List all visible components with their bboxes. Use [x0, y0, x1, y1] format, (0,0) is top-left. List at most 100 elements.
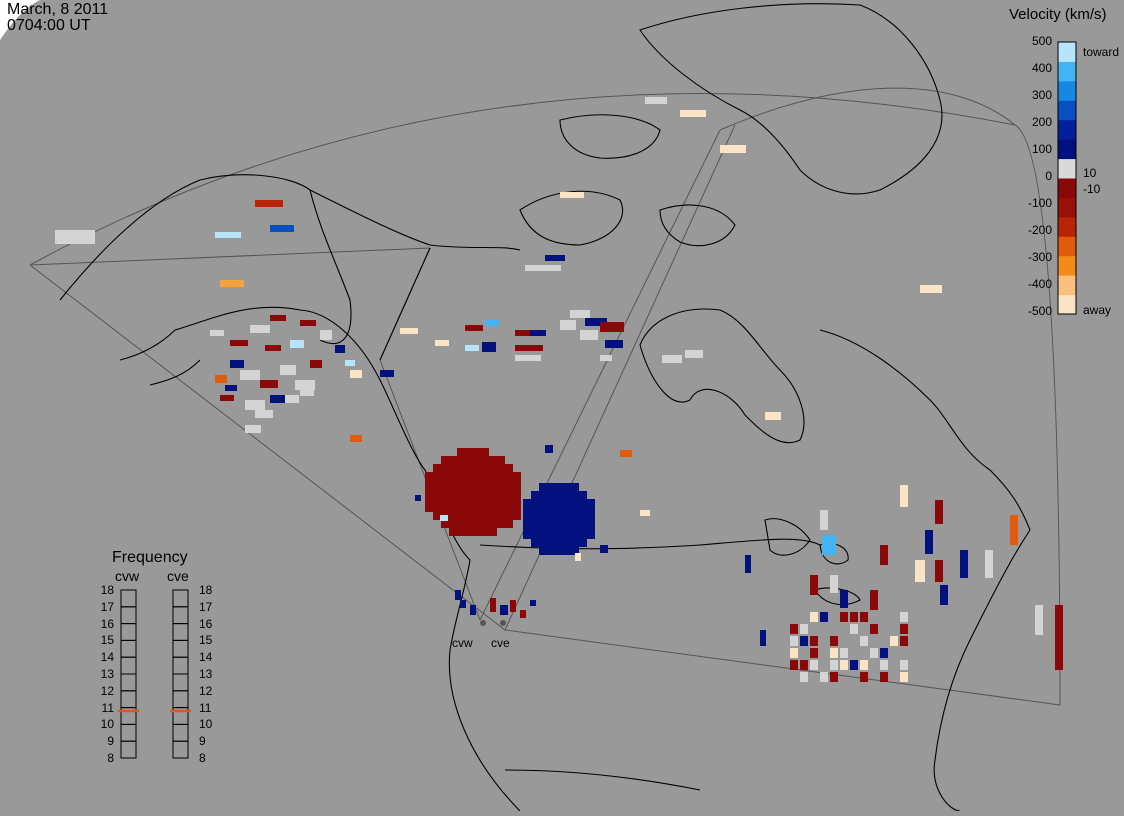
- velocity-cell: [571, 507, 579, 515]
- velocity-cell: [645, 97, 667, 104]
- velocity-cell: [457, 528, 465, 536]
- colorbar-tick-label: -400: [1020, 277, 1052, 291]
- velocity-cell: [270, 225, 294, 232]
- velocity-cell: [441, 480, 449, 488]
- velocity-cell: [600, 545, 608, 553]
- velocity-cell: [449, 488, 457, 496]
- velocity-cell: [515, 345, 543, 351]
- velocity-cell: [497, 504, 505, 512]
- velocity-cell: [555, 507, 563, 515]
- velocity-cell: [790, 660, 798, 670]
- greenland: [640, 4, 942, 194]
- velocity-cell: [555, 483, 563, 491]
- velocity-cell: [685, 350, 703, 358]
- velocity-cell: [457, 512, 465, 520]
- velocity-cell: [563, 483, 571, 491]
- frequency-tick-label: 16: [96, 617, 114, 631]
- velocity-cell: [435, 340, 449, 346]
- velocity-cell: [587, 531, 595, 539]
- frequency-bar-cell: [173, 674, 188, 691]
- velocity-cell: [230, 340, 248, 346]
- velocity-cell: [481, 480, 489, 488]
- velocity-cell: [497, 488, 505, 496]
- velocity-cell: [460, 600, 466, 608]
- velocity-cell: [915, 560, 925, 582]
- velocity-cell: [870, 590, 878, 610]
- velocity-cell: [960, 550, 968, 578]
- velocity-cell: [473, 456, 481, 464]
- radar-label-cvw: cvw: [452, 636, 473, 650]
- velocity-cell: [505, 504, 513, 512]
- velocity-cell: [500, 605, 508, 615]
- velocity-cell: [415, 495, 421, 501]
- velocity-cell: [245, 425, 261, 433]
- velocity-cell: [350, 435, 362, 442]
- velocity-cell: [555, 539, 563, 547]
- velocity-cell: [470, 605, 476, 615]
- frequency-bar-cell: [121, 657, 136, 674]
- velocity-cell: [547, 523, 555, 531]
- frequency-bar-cell: [121, 640, 136, 657]
- velocity-cell: [830, 575, 838, 593]
- velocity-cell: [790, 624, 798, 634]
- colorbar-title: Velocity (km/s): [1009, 6, 1107, 23]
- velocity-cell: [880, 648, 888, 658]
- colorbar-tick-label: 200: [1020, 115, 1052, 129]
- velocity-cell: [489, 512, 497, 520]
- velocity-cell: [900, 672, 908, 682]
- velocity-cell: [513, 480, 521, 488]
- velocity-cell: [840, 648, 848, 658]
- frequency-tick-label: 14: [96, 650, 114, 664]
- colorbar-tick-label: -100: [1020, 196, 1052, 210]
- velocity-cell: [449, 512, 457, 520]
- velocity-cell: [640, 510, 650, 516]
- velocity-cell: [820, 672, 828, 682]
- velocity-cell: [513, 488, 521, 496]
- velocity-cell: [571, 491, 579, 499]
- velocity-cell: [579, 523, 587, 531]
- velocity-cell: [840, 612, 848, 622]
- velocity-cell: [513, 496, 521, 504]
- velocity-cell: [531, 499, 539, 507]
- velocity-cell: [210, 330, 224, 336]
- velocity-cell: [563, 499, 571, 507]
- velocity-cell: [513, 504, 521, 512]
- velocity-cell: [860, 612, 868, 622]
- frequency-bars: [118, 590, 191, 758]
- velocity-cell: [860, 672, 868, 682]
- velocity-cell: [900, 660, 908, 670]
- velocity-cell: [489, 488, 497, 496]
- velocity-cell: [425, 480, 433, 488]
- velocity-cell: [490, 598, 496, 612]
- velocity-cell: [1010, 515, 1018, 545]
- velocity-cell: [860, 660, 868, 670]
- frequency-bar-cell: [173, 657, 188, 674]
- velocity-cell: [523, 507, 531, 515]
- frequency-bar-cell: [121, 624, 136, 641]
- velocity-cell: [473, 480, 481, 488]
- velocity-cell: [425, 504, 433, 512]
- velocity-cell: [900, 612, 908, 622]
- colorbar-segment: [1058, 42, 1076, 62]
- velocity-cell: [563, 523, 571, 531]
- velocity-cell: [441, 496, 449, 504]
- velocity-cell: [425, 496, 433, 504]
- velocity-cell: [482, 342, 496, 352]
- velocity-cell: [547, 491, 555, 499]
- velocity-cell: [441, 504, 449, 512]
- velocity-cell: [513, 512, 521, 520]
- velocity-cell: [245, 400, 265, 410]
- velocity-cell: [547, 539, 555, 547]
- colorbar-segment: [1058, 275, 1076, 295]
- velocity-cell: [441, 520, 449, 528]
- frequency-tick-label: 11: [199, 701, 211, 715]
- frequency-tick-label: 17: [199, 600, 212, 614]
- velocity-cell: [497, 464, 505, 472]
- velocity-cell: [523, 499, 531, 507]
- velocity-cell: [571, 539, 579, 547]
- velocity-cell: [505, 512, 513, 520]
- velocity-cell: [587, 515, 595, 523]
- velocity-cell: [539, 547, 547, 555]
- velocity-cell: [810, 612, 818, 622]
